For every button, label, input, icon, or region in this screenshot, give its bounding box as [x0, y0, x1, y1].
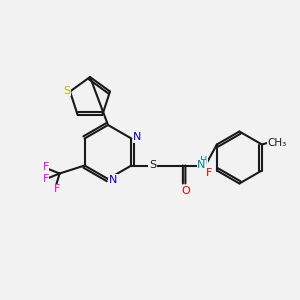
Text: F: F	[42, 175, 49, 184]
Text: N: N	[109, 175, 117, 185]
Text: O: O	[181, 187, 190, 196]
Text: F: F	[206, 169, 212, 178]
Text: H: H	[200, 157, 207, 166]
Text: N: N	[197, 160, 206, 170]
Text: S: S	[64, 85, 70, 95]
Text: F: F	[53, 184, 60, 194]
Text: S: S	[149, 160, 156, 170]
Text: F: F	[42, 163, 49, 172]
Text: N: N	[133, 133, 142, 142]
Text: CH₃: CH₃	[267, 137, 286, 148]
